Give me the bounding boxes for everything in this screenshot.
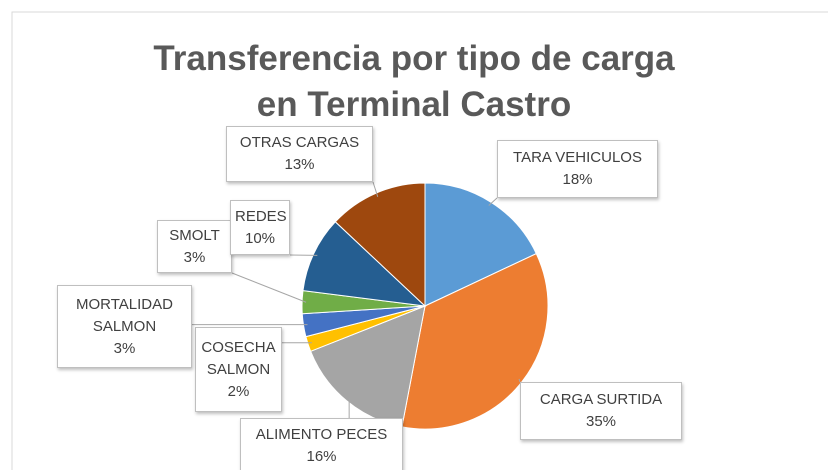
data-label: REDES 10% [230, 200, 290, 255]
pie-slice [424, 182, 537, 307]
value-label: 10% [244, 229, 276, 247]
category-label: SMOLT [169, 226, 220, 244]
value-label: 3% [113, 339, 136, 357]
leader-line [231, 272, 307, 303]
value-label: 3% [183, 248, 206, 266]
data-label: OTRAS CARGAS 13% [226, 126, 373, 182]
value-label: 35% [585, 413, 617, 430]
category-label: CARGA SURTIDA [539, 391, 663, 408]
leader-line [488, 197, 498, 206]
category-label: REDES [235, 207, 287, 225]
data-label: MORTALIDAD SALMON 3% [57, 285, 192, 368]
chart-title: Transferencia por tipo de carga en Termi… [153, 39, 675, 124]
leader-line [518, 378, 521, 383]
category-label: TARA VEHICULOS [513, 149, 642, 166]
pie-slice [302, 221, 427, 307]
data-label: CARGA SURTIDA 35% [520, 382, 682, 440]
leader-line [372, 181, 379, 197]
value-label: 2% [227, 382, 250, 400]
category-label: COSECHA SALMON [201, 338, 276, 378]
data-label: SMOLT 3% [157, 220, 232, 273]
value-label: 16% [306, 448, 337, 465]
value-label: 18% [562, 171, 593, 188]
pie-slice [401, 252, 549, 430]
category-label: ALIMENTO PECES [255, 426, 388, 443]
data-label: ALIMENTO PECES 16% [240, 418, 403, 470]
value-label: 13% [284, 156, 315, 173]
category-label: MORTALIDAD SALMON [76, 295, 173, 335]
chart-frame [11, 11, 828, 470]
data-label: COSECHA SALMON 2% [195, 327, 282, 412]
data-label: TARA VEHICULOS 18% [497, 140, 658, 198]
category-label: OTRAS CARGAS [239, 134, 360, 151]
